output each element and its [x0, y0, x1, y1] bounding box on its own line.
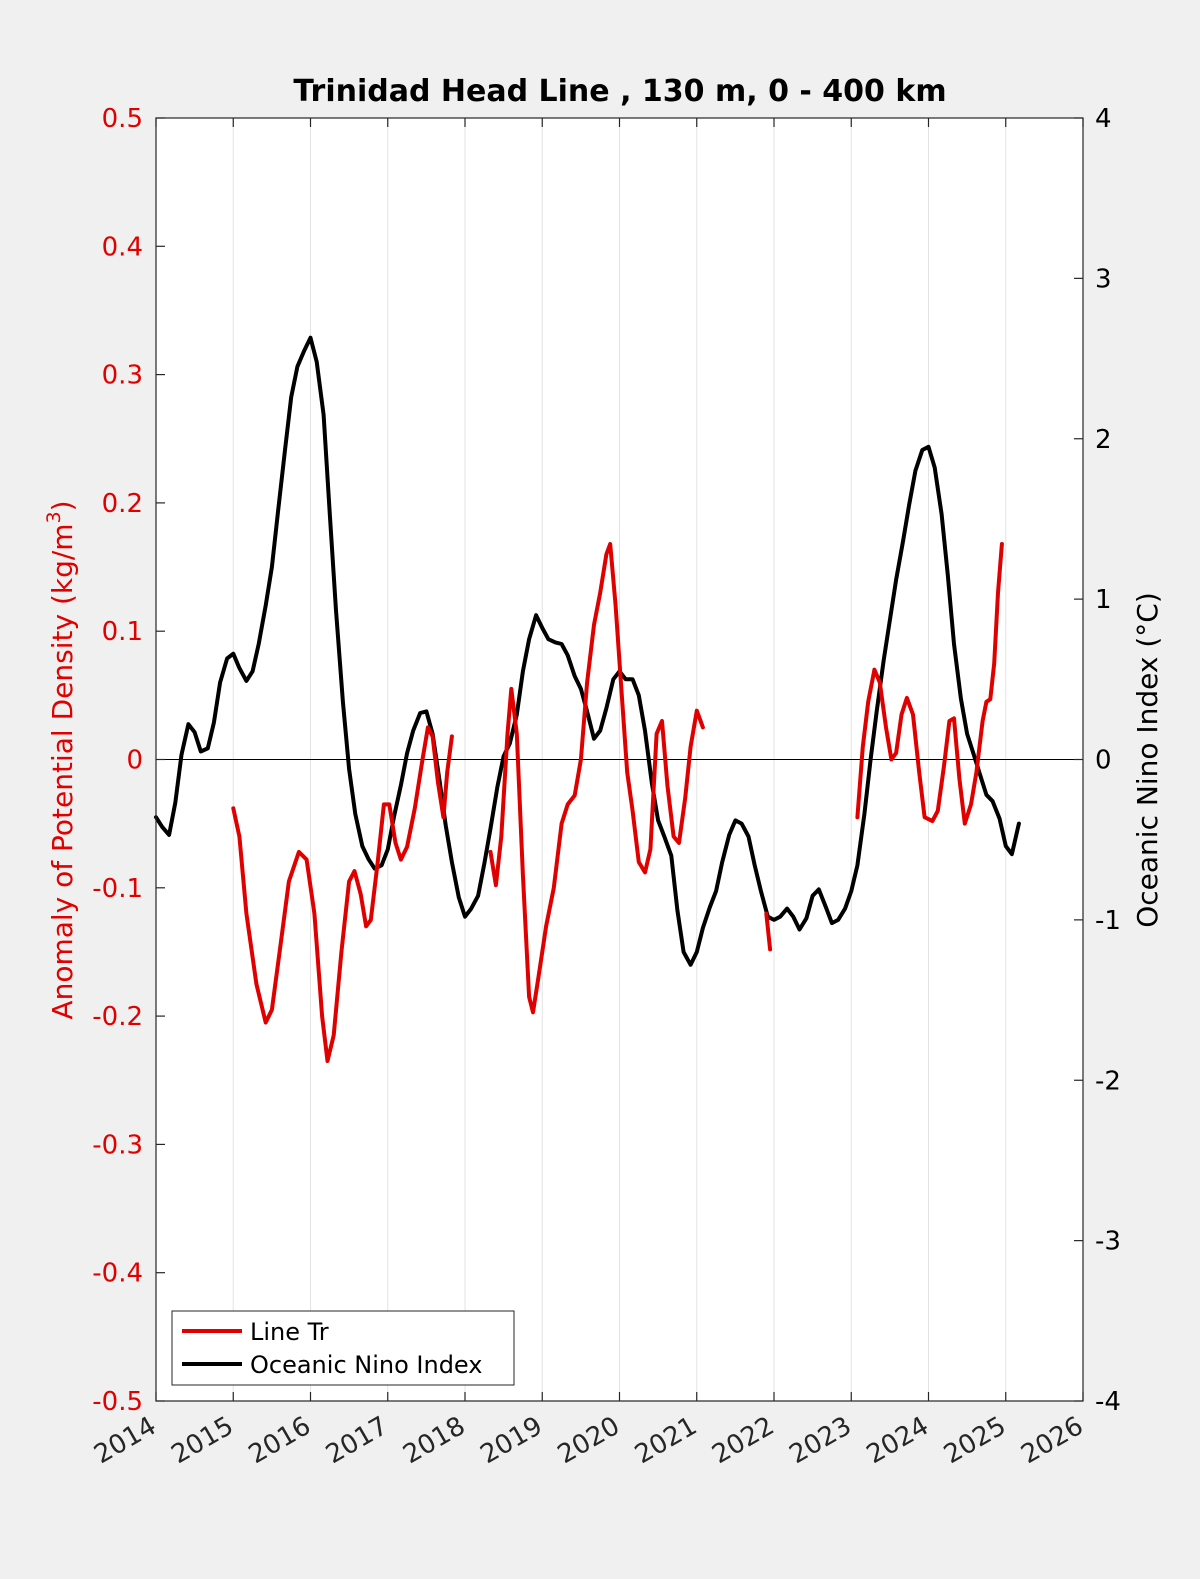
right-y-tick-label: -2 [1095, 1066, 1121, 1096]
right-y-tick-label: 1 [1095, 585, 1112, 615]
right-y-tick-label: 4 [1095, 104, 1112, 134]
right-y-tick-label: 2 [1095, 425, 1112, 455]
legend-label-oni: Oceanic Nino Index [250, 1351, 482, 1379]
series-line-line-tr [855, 542, 1004, 826]
axis-ticks: 2014 2015 2016 2017 2018 2019 2020 2021 2022 2023… [89, 104, 1121, 1470]
left-y-tick-label: 0.5 [102, 104, 143, 134]
left-y-tick-label: -0.5 [92, 1387, 143, 1417]
right-y-tick-label: 0 [1095, 746, 1112, 776]
legend-label-line-tr: Line Tr [250, 1318, 329, 1346]
left-y-tick-label: 0.4 [102, 232, 143, 262]
right-y-tick-label: -4 [1095, 1387, 1121, 1417]
left-axis-label: Anomaly of Potential Density (kg/m3) [43, 500, 79, 1019]
left-y-tick-label: 0.2 [102, 489, 143, 519]
series-line-line-tr [488, 542, 705, 1015]
series-line-line-tr [231, 725, 454, 1063]
left-axis-label-main: Anomaly of Potential Density (kg/m [46, 523, 79, 1019]
legend[interactable]: Line Tr Oceanic Nino Index [171, 1310, 515, 1386]
left-axis-label-sup: 3 [43, 511, 65, 523]
legend-box [171, 1310, 515, 1386]
left-y-tick-label: 0.3 [102, 361, 143, 391]
left-y-tick-label: 0.1 [102, 617, 143, 647]
series-layer [154, 335, 1021, 1063]
left-y-tick-label: -0.3 [92, 1130, 143, 1160]
chart-title: Trinidad Head Line , 130 m, 0 - 400 km [293, 74, 946, 109]
left-y-tick-label: -0.4 [92, 1259, 143, 1289]
left-y-tick-label: -0.1 [92, 874, 143, 904]
left-y-tick-label: 0 [126, 746, 143, 776]
right-y-tick-label: 3 [1095, 264, 1112, 294]
left-y-tick-label: -0.2 [92, 1002, 143, 1032]
right-y-tick-label: -3 [1095, 1227, 1121, 1257]
right-y-tick-label: -1 [1095, 906, 1121, 936]
left-axis-label-end: ) [46, 500, 79, 511]
series-line-line-tr [764, 911, 773, 952]
series-line-oceanic-nino-index [154, 335, 1021, 967]
right-axis-label: Oceanic Nino Index (°C) [1131, 592, 1164, 928]
